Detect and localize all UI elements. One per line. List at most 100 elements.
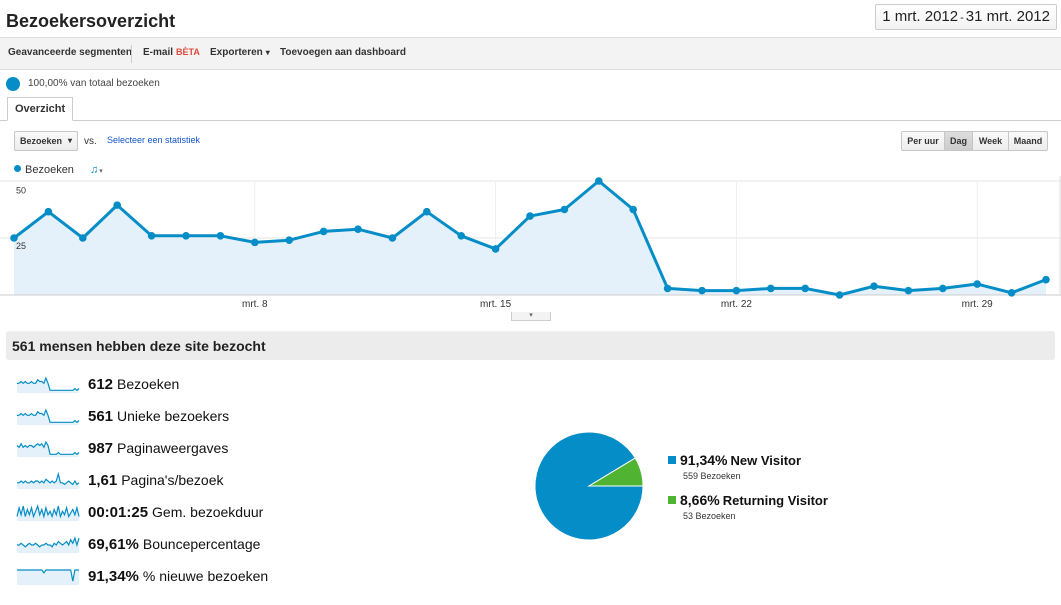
pie-slice-returning-visitor [587,457,644,487]
date-range-picker[interactable]: 1 mrt. 2012-31 mrt. 2012 [875,4,1057,30]
data-point [663,284,672,293]
chart-legend: Bezoeken [14,164,74,176]
sparkline-area [17,442,79,457]
stat-label: Bezoeken [117,376,180,392]
pie-legend-main: 91,34% New Visitor [680,452,801,468]
stat-number: 00:01:25 [88,504,149,521]
email-button[interactable]: E-mail BÈTA [143,47,200,58]
tabs-divider [0,120,1061,121]
sparkline-area [17,506,79,521]
granularity-day-button[interactable]: Dag [944,131,973,151]
data-point [904,286,913,295]
visitor-type-pie-chart [534,431,644,541]
pie-icon [6,77,20,91]
summary-title: 561 mensen hebben deze site bezocht [12,338,266,354]
data-point [388,234,397,242]
data-point [835,291,844,299]
sparkline [16,440,80,457]
metric-select[interactable]: Bezoeken ▾ [14,131,78,151]
email-label: E-mail [143,47,174,58]
data-point [79,234,87,242]
chart-annotations-toggle[interactable]: ♫▾ [90,164,103,176]
x-tick-label: mrt. 15 [480,299,512,310]
data-point [801,284,809,293]
sparkline-line [17,472,80,486]
stat-label: Unieke bezoekers [117,408,230,424]
y-tick-label: 50 [16,185,26,195]
pie-legend-main: 8,66% Returning Visitor [680,492,828,508]
music-note-icon: ♫ [90,164,99,176]
stat-label: Paginaweergaves [117,440,229,456]
x-tick-label: mrt. 29 [962,299,994,310]
stat-value: 1,61 Pagina's/bezoek [88,472,224,489]
data-point [973,280,981,288]
data-point [182,232,190,240]
returning-visitor-count: 53 Bezoeken [683,511,736,521]
segment-label: 100,00% van totaal bezoeken [28,78,160,89]
sparkline-line [16,440,80,456]
y-tick-label: 25 [16,241,26,251]
sparkline [17,569,79,585]
granularity-week-button[interactable]: Week [972,131,1009,151]
stat-number: 1,61 [88,472,118,489]
sparkline [17,472,80,489]
stat-number: 612 [88,376,114,393]
add-to-dashboard-button[interactable]: Toevoegen aan dashboard [280,47,406,58]
toolbar-divider [131,45,132,63]
new-visitor-pct: 91,34% [680,452,728,468]
new-visitor-count: 559 Bezoeken [683,471,741,481]
tab-overview[interactable]: Overzicht [7,97,74,121]
sparkline-line [17,376,80,392]
sparkline [16,504,80,521]
new-visitor-name: New Visitor [730,453,802,468]
series-area [14,181,1046,295]
returning-visitor-pct: 8,66% [680,492,720,508]
sparkline [17,536,80,553]
stat-value: 00:01:25 Gem. bezoekduur [88,504,263,521]
stat-number: 987 [88,440,114,457]
chevron-down-icon: ▾ [265,48,270,57]
data-point [251,238,259,247]
stat-label: % nieuwe bezoeken [142,568,269,584]
data-point [285,236,294,244]
sparkline-area [17,570,79,585]
x-tick-label: mrt. 8 [242,299,268,310]
stat-value: 987 Paginaweergaves [88,440,228,457]
granularity-month-button[interactable]: Maand [1008,131,1048,151]
sparkline-line [17,536,80,548]
data-point [595,177,603,185]
legend-series-label: Bezoeken [25,164,74,176]
returning-visitor-swatch [668,496,676,504]
data-point [147,232,156,240]
stat-value: 561 Unieke bezoekers [88,408,229,425]
granularity-hour-button[interactable]: Per uur [901,131,945,151]
export-button[interactable]: Exporteren ▾ [210,47,270,58]
date-end: 31 mrt. 2012 [965,8,1050,25]
returning-visitor-name: Returning Visitor [722,493,828,508]
advanced-segments-button[interactable]: Geavanceerde segmenten [8,47,132,58]
data-point [526,212,534,220]
data-point [1042,275,1050,284]
data-point [216,232,225,240]
chart-collapse-handle[interactable]: ▾ [511,312,551,321]
vs-label: vs. [84,136,97,147]
data-point [560,205,569,214]
data-point [870,282,878,291]
data-point [1007,289,1016,297]
data-point [44,207,53,216]
data-point [457,232,466,240]
stat-label: Pagina's/bezoek [121,472,224,488]
title-bar: Bezoekersoverzicht 1 mrt. 2012-31 mrt. 2… [0,0,1061,38]
beta-badge: BÈTA [176,47,200,57]
sparkline-line [17,408,80,424]
summary-header: 561 mensen hebben deze site bezocht [6,331,1055,360]
select-statistic-link[interactable]: Selecteer een statistiek [107,135,201,145]
sparkline-line [16,504,80,519]
data-point [732,286,741,295]
data-point [698,286,706,295]
sparkline [17,376,80,393]
report-toolbar: Geavanceerde segmenten E-mail BÈTA Export… [0,38,1061,70]
stat-number: 561 [88,408,114,425]
stat-number: 91,34% [88,568,139,585]
data-point [319,227,328,236]
